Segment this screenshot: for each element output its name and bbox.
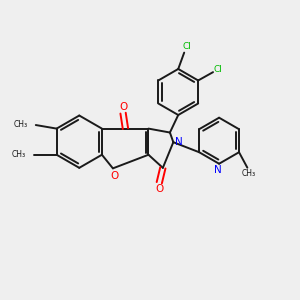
Text: N: N — [176, 136, 183, 147]
Text: O: O — [155, 184, 164, 194]
Text: CH₃: CH₃ — [12, 150, 26, 159]
Text: O: O — [119, 102, 127, 112]
Text: N: N — [214, 165, 221, 175]
Text: CH₃: CH₃ — [242, 169, 256, 178]
Text: Cl: Cl — [182, 43, 191, 52]
Text: O: O — [110, 171, 118, 181]
Text: Cl: Cl — [213, 65, 222, 74]
Text: CH₃: CH₃ — [14, 120, 28, 129]
